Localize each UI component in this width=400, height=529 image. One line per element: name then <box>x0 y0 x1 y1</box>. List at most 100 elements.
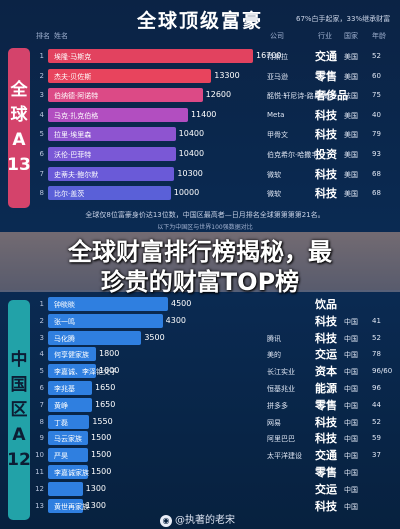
author-watermark: ◉ @执著的老宋 <box>160 511 235 527</box>
country-label: 美国 <box>344 131 358 140</box>
wealth-bar <box>48 448 88 463</box>
industry-label: 科技 <box>315 415 337 429</box>
country-label: 美国 <box>344 190 358 199</box>
age-label: 52 <box>372 52 381 60</box>
china-side-label: 中国区 A 12 <box>7 300 31 520</box>
wealth-value: 1800 <box>99 366 120 376</box>
person-name: 李兆基 <box>54 385 75 393</box>
ranking-row: 7 黄峥 1650 拼多多 零售 中国 44 <box>34 397 394 413</box>
self-made-note: 67%白手起家，33%继承财富 <box>296 15 391 23</box>
wealth-value: 10400 <box>178 129 205 139</box>
person-name: 李嘉诚家族 <box>54 469 89 477</box>
wealth-bar <box>48 498 83 513</box>
header-age: 年龄 <box>372 32 386 40</box>
company-name: 特斯拉 <box>267 53 288 61</box>
person-name: 拉里·埃里森 <box>54 131 92 140</box>
industry-label: 交运 <box>315 482 337 496</box>
company-name: 甲骨文 <box>267 131 288 140</box>
wealth-value: 10000 <box>173 188 200 198</box>
ranking-row: 3 马化腾 3500 腾讯 科技 中国 52 <box>34 330 394 346</box>
wealth-value: 1500 <box>91 433 112 443</box>
age-label: 75 <box>372 91 381 100</box>
country-label: 美国 <box>344 151 358 159</box>
weibo-icon: ◉ <box>160 515 172 527</box>
person-name: 黄峥 <box>54 401 68 410</box>
side-label-char: 13 <box>7 155 31 175</box>
wealth-value: 1550 <box>92 416 113 426</box>
ranking-row: 2 张一鸣 4300 科技 中国 41 <box>34 313 394 329</box>
industry-label: 资本 <box>315 365 337 379</box>
age-label: 41 <box>372 316 381 325</box>
ranking-row: 8 比尔·盖茨 10000 微软 科技 美国 68 <box>34 185 394 201</box>
page-title: 全球顶级富豪 <box>136 10 263 32</box>
wealth-value: 1300 <box>85 500 107 510</box>
ranking-row: 5 拉里·埃里森 10400 甲骨文 科技 美国 79 <box>34 126 394 142</box>
age-label: 96 <box>372 384 381 392</box>
ranking-row: 6 李兆基 1650 恒基兆业 能源 中国 96 <box>34 380 394 396</box>
global-footnote-sub: 以下为中国区与世界100强数据对比 <box>157 224 253 231</box>
ranking-row: 1 钟睒睒 4500 饮品 <box>34 296 394 312</box>
rank-number: 11 <box>35 468 44 476</box>
person-name: 丁磊 <box>54 418 68 427</box>
age-label: 59 <box>372 434 381 443</box>
industry-label: 交通 <box>315 449 337 463</box>
ranking-row: 4 何享健家族 1800 美的 交运 中国 78 <box>34 346 394 362</box>
headline-banner: 全球财富排行榜揭秘，最 珍贵的财富TOP榜 <box>0 232 400 296</box>
person-name: 马克·扎克伯格 <box>54 111 99 120</box>
header-rank: 排名 <box>36 32 50 40</box>
wealth-value: 1800 <box>99 349 120 359</box>
person-name: 马化腾 <box>54 334 75 343</box>
country-label: 中国 <box>344 485 358 494</box>
rank-number: 5 <box>39 367 44 376</box>
age-label: 60 <box>372 71 381 80</box>
ranking-row: 12 1300 交运 中国 <box>34 481 394 497</box>
company-name: Meta <box>267 110 285 119</box>
wealth-value: 1650 <box>95 383 116 392</box>
company-name: 阿里巴巴 <box>267 435 295 444</box>
side-label-char: 国 <box>10 374 28 395</box>
global-footnote: 全球仅8位富豪身价达13位数，中国区最高者—日月排名全球第第第第21名。 <box>85 211 325 219</box>
industry-label: 科技 <box>315 499 337 513</box>
wealth-value: 1300 <box>85 483 107 493</box>
country-label: 法国 <box>344 92 358 101</box>
company-name: 伯克希尔·哈撒韦 <box>267 151 319 159</box>
rank-number: 9 <box>39 434 44 443</box>
watermark-text: @执著的老宋 <box>175 515 235 526</box>
ranking-row: 9 马云家族 1500 阿里巴巴 科技 中国 59 <box>34 430 394 446</box>
country-label: 美国 <box>344 53 358 61</box>
person-name: 埃隆·马斯克 <box>54 53 92 61</box>
rank-number: 10 <box>35 451 44 460</box>
wealth-bar <box>48 147 176 161</box>
wealth-bar <box>48 381 92 395</box>
country-label: 美国 <box>344 111 358 120</box>
wealth-bar <box>48 364 96 379</box>
person-name: 张一鸣 <box>54 317 75 326</box>
industry-label: 零售 <box>315 466 337 479</box>
rank-number: 8 <box>39 417 44 426</box>
industry-label: 奢侈品 <box>315 89 348 103</box>
person-name: 严昊 <box>54 452 68 461</box>
ranking-row: 11 李嘉诚家族 1500 零售 中国 <box>34 464 394 480</box>
wealth-value: 16700 <box>256 51 282 60</box>
rank-number: 6 <box>39 150 44 158</box>
industry-label: 科技 <box>315 167 337 181</box>
rank-number: 2 <box>39 316 44 325</box>
wealth-bar <box>48 297 168 311</box>
wealth-value: 10300 <box>177 168 203 178</box>
age-label: 40 <box>372 110 381 119</box>
country-label: 中国 <box>344 334 358 343</box>
wealth-value: 10400 <box>178 149 205 158</box>
header-country: 国家 <box>344 32 358 40</box>
person-name: 沃伦·巴菲特 <box>54 151 92 159</box>
rank-number: 1 <box>39 52 44 60</box>
country-label: 中国 <box>344 351 358 360</box>
company-name: 太平洋建设 <box>267 452 302 461</box>
person-name: 钟睒睒 <box>54 301 75 309</box>
age-label: 52 <box>372 417 381 426</box>
company-name: 微软 <box>267 190 281 199</box>
age-label: 93 <box>372 150 381 158</box>
header-name: 姓名 <box>54 32 68 40</box>
rank-number: 4 <box>39 110 44 119</box>
person-name: 黄世再家族 <box>54 502 89 511</box>
